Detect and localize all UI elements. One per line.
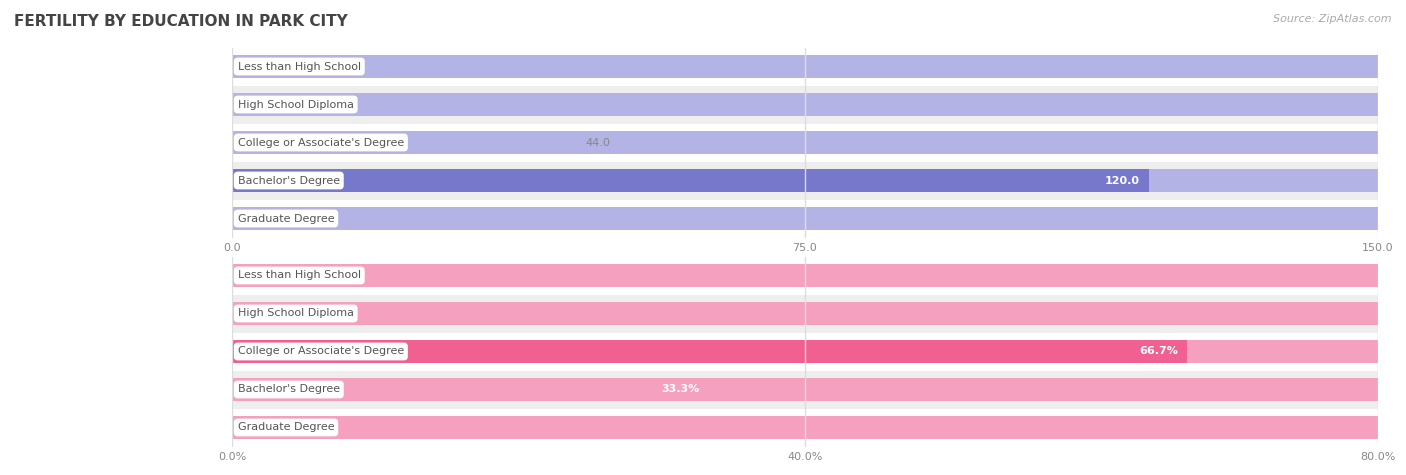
Bar xyxy=(232,264,1378,287)
Text: 120.0: 120.0 xyxy=(1105,175,1139,186)
Text: Source: ZipAtlas.com: Source: ZipAtlas.com xyxy=(1274,14,1392,24)
Bar xyxy=(232,124,1378,162)
Bar xyxy=(232,332,1378,371)
Text: 0.0: 0.0 xyxy=(249,99,267,110)
Text: 0.0%: 0.0% xyxy=(249,270,277,281)
Text: FERTILITY BY EDUCATION IN PARK CITY: FERTILITY BY EDUCATION IN PARK CITY xyxy=(14,14,347,29)
Bar xyxy=(232,131,568,154)
Bar xyxy=(232,378,1378,401)
Text: Graduate Degree: Graduate Degree xyxy=(238,213,335,224)
Text: Graduate Degree: Graduate Degree xyxy=(238,422,335,433)
Text: College or Associate's Degree: College or Associate's Degree xyxy=(238,137,404,148)
Text: Less than High School: Less than High School xyxy=(238,61,361,72)
Bar xyxy=(232,169,1149,192)
Text: Less than High School: Less than High School xyxy=(238,270,361,281)
Bar xyxy=(232,207,1378,230)
Bar xyxy=(232,93,1378,116)
Bar xyxy=(232,378,709,401)
Text: High School Diploma: High School Diploma xyxy=(238,99,354,110)
Bar xyxy=(232,200,1378,238)
Text: 33.3%: 33.3% xyxy=(662,384,700,395)
Bar xyxy=(232,169,1378,192)
Text: 0.0%: 0.0% xyxy=(249,422,277,433)
Text: Bachelor's Degree: Bachelor's Degree xyxy=(238,384,340,395)
Text: 66.7%: 66.7% xyxy=(1139,346,1178,357)
Bar xyxy=(232,340,1188,363)
Bar xyxy=(232,131,1378,154)
Text: 0.0%: 0.0% xyxy=(249,308,277,319)
Bar xyxy=(232,370,1378,408)
Text: 0.0: 0.0 xyxy=(249,61,267,72)
Text: College or Associate's Degree: College or Associate's Degree xyxy=(238,346,404,357)
Bar xyxy=(232,340,1378,363)
Text: Bachelor's Degree: Bachelor's Degree xyxy=(238,175,340,186)
Bar xyxy=(232,48,1378,86)
Text: 44.0: 44.0 xyxy=(585,137,610,148)
Bar xyxy=(232,86,1378,124)
Bar xyxy=(232,294,1378,332)
Bar xyxy=(232,416,1378,439)
Bar xyxy=(232,256,1378,294)
Bar xyxy=(232,55,1378,78)
Bar xyxy=(232,162,1378,199)
Bar xyxy=(232,302,1378,325)
Text: High School Diploma: High School Diploma xyxy=(238,308,354,319)
Text: 0.0: 0.0 xyxy=(249,213,267,224)
Bar xyxy=(232,408,1378,446)
